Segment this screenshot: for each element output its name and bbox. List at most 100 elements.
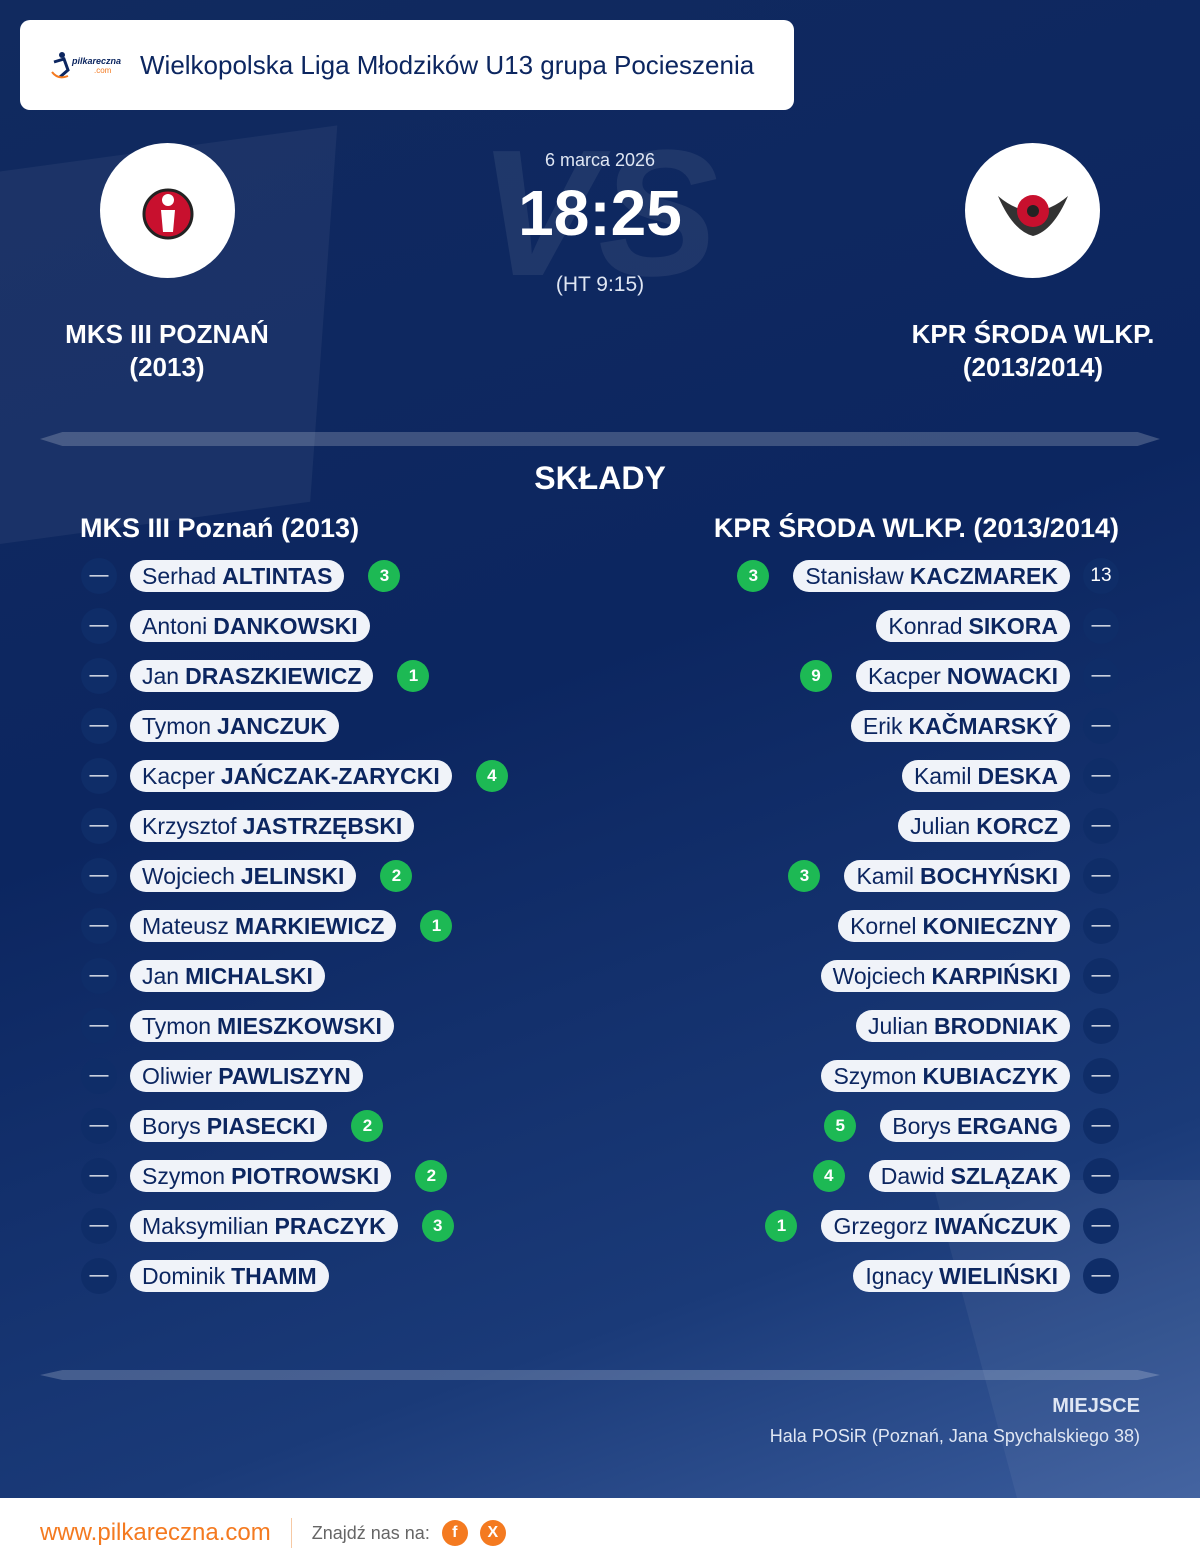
player-name[interactable]: Kamil BOCHYŃSKI — [844, 860, 1070, 892]
venue-value: Hala POSiR (Poznań, Jana Spychalskiego 3… — [769, 1426, 1140, 1446]
x-icon[interactable]: X — [479, 1520, 506, 1546]
goals-badge: 5 — [824, 1110, 857, 1142]
shirt-number: — — [1083, 908, 1119, 944]
player-name[interactable]: Julian KORCZ — [898, 810, 1070, 842]
home-team-name: MKS III POZNAŃ (2013) — [65, 319, 269, 382]
site-link[interactable]: www.pilkareczna.com — [40, 1519, 271, 1546]
match-date: 6 marca 2026 — [544, 150, 656, 170]
vs-watermark: VS — [478, 113, 719, 314]
player-name[interactable]: Stanisław KACZMAREK — [793, 560, 1070, 592]
shirt-number: — — [1083, 958, 1119, 994]
player-name[interactable]: Kamil DESKA — [901, 760, 1070, 792]
goals-badge: 3 — [368, 560, 401, 592]
player-name[interactable]: Tymon JANCZUK — [130, 710, 339, 742]
home-team-crest — [100, 143, 235, 278]
home-lineup-title: MKS III Poznań (2013) — [80, 513, 360, 543]
player-row: — Borys PIASECKI 2 — [81, 1108, 384, 1144]
shirt-number: — — [81, 908, 117, 944]
player-name[interactable]: Ignacy WIELIŃSKI — [853, 1260, 1070, 1292]
player-name[interactable]: Wojciech KARPIŃSKI — [820, 960, 1070, 992]
away-lineup-title: KPR ŚRODA WLKP. (2013/2014) — [713, 513, 1119, 543]
shirt-number: — — [81, 608, 117, 644]
goals-badge: 2 — [415, 1160, 448, 1192]
shirt-number: — — [81, 1258, 117, 1294]
away-team-crest — [965, 143, 1100, 278]
player-row: — Grzegorz IWAŃCZUK 1 — [765, 1208, 1119, 1244]
player-name[interactable]: Szymon PIOTROWSKI — [130, 1160, 392, 1192]
shirt-number: — — [1083, 608, 1119, 644]
player-row: — Wojciech JELINSKI 2 — [81, 858, 413, 894]
player-name[interactable]: Oliwier PAWLISZYN — [130, 1060, 363, 1092]
shirt-number: — — [81, 758, 117, 794]
shirt-number: — — [1083, 708, 1119, 744]
player-name[interactable]: Kacper NOWACKI — [855, 660, 1070, 692]
player-name[interactable]: Konrad SIKORA — [876, 610, 1070, 642]
player-name[interactable]: Mateusz MARKIEWICZ — [130, 910, 397, 942]
player-name[interactable]: Kacper JAŃCZAK-ZARYCKI — [130, 760, 452, 792]
player-row: — Konrad SIKORA — [876, 608, 1119, 644]
player-row: — Jan MICHALSKI — [81, 958, 325, 994]
venue-label: MIEJSCE — [1052, 1395, 1140, 1417]
facebook-icon[interactable]: f — [441, 1520, 468, 1546]
player-name[interactable]: Szymon KUBIACZYK — [821, 1060, 1070, 1092]
player-name[interactable]: Julian BRODNIAK — [855, 1010, 1070, 1042]
player-row: — Oliwier PAWLISZYN — [81, 1058, 363, 1094]
player-row: — Kacper JAŃCZAK-ZARYCKI 4 — [81, 758, 508, 794]
shirt-number: — — [1083, 858, 1119, 894]
divider — [290, 1518, 292, 1548]
shirt-number: — — [81, 1108, 117, 1144]
player-name[interactable]: Erik KAČMARSKÝ — [850, 710, 1070, 742]
final-score: 18:25 — [518, 177, 682, 249]
shirt-number: — — [1083, 758, 1119, 794]
player-row: — Jan DRASZKIEWICZ 1 — [81, 658, 430, 694]
shirt-number: — — [1083, 1008, 1119, 1044]
goals-badge: 1 — [420, 910, 453, 942]
halftime-score: (HT 9:15) — [555, 273, 645, 296]
player-row: — Wojciech KARPIŃSKI — [820, 958, 1119, 994]
player-row: 13 Stanisław KACZMAREK 3 — [737, 558, 1119, 594]
player-name[interactable]: Borys PIASECKI — [130, 1110, 328, 1142]
shirt-number: — — [1083, 808, 1119, 844]
shirt-number: — — [81, 1208, 117, 1244]
player-name[interactable]: Antoni DANKOWSKI — [130, 610, 370, 642]
pilkareczna-logo[interactable]: pilkareczna .com — [50, 50, 122, 80]
player-name[interactable]: Serhad ALTINTAS — [130, 560, 345, 592]
goals-badge: 3 — [737, 560, 770, 592]
goals-badge: 9 — [799, 660, 832, 692]
player-name[interactable]: Maksymilian PRACZYK — [130, 1210, 398, 1242]
player-name[interactable]: Jan DRASZKIEWICZ — [130, 660, 374, 692]
player-row: — Serhad ALTINTAS 3 — [81, 558, 401, 594]
goals-badge: 3 — [788, 860, 821, 892]
shirt-number: — — [81, 1158, 117, 1194]
shirt-number: — — [81, 558, 117, 594]
player-name[interactable]: Jan MICHALSKI — [130, 960, 325, 992]
goals-badge: 2 — [351, 1110, 384, 1142]
shirt-number: — — [81, 1058, 117, 1094]
player-name[interactable]: Dominik THAMM — [130, 1260, 329, 1292]
shirt-number: — — [81, 808, 117, 844]
player-row: — Antoni DANKOWSKI — [81, 608, 370, 644]
shirt-number: — — [1083, 1258, 1119, 1294]
player-name[interactable]: Kornel KONIECZNY — [838, 910, 1070, 942]
player-name[interactable]: Krzysztof JASTRZĘBSKI — [130, 810, 415, 842]
player-row: — Tymon JANCZUK — [81, 708, 339, 744]
match-card: pilkareczna .com Wielkopolska Liga Młodz… — [0, 0, 1200, 1498]
player-name[interactable]: Grzegorz IWAŃCZUK — [821, 1210, 1070, 1242]
shirt-number: — — [1083, 1158, 1119, 1194]
goals-badge: 2 — [380, 860, 413, 892]
player-row: — Kamil DESKA — [901, 758, 1119, 794]
shirt-number: — — [81, 858, 117, 894]
player-name[interactable]: Dawid SZLĄZAK — [868, 1160, 1070, 1192]
player-row: — Tymon MIESZKOWSKI — [81, 1008, 394, 1044]
player-row: — Szymon KUBIACZYK — [821, 1058, 1119, 1094]
divider — [40, 1370, 1160, 1380]
goals-badge: 4 — [475, 760, 508, 792]
player-row: — Borys ERGANG 5 — [824, 1108, 1119, 1144]
player-row: — Kacper NOWACKI 9 — [799, 658, 1119, 694]
player-name[interactable]: Borys ERGANG — [880, 1110, 1070, 1142]
player-row: — Krzysztof JASTRZĘBSKI — [81, 808, 415, 844]
section-title: SKŁADY — [534, 460, 666, 496]
player-name[interactable]: Wojciech JELINSKI — [130, 860, 357, 892]
player-row: — Dawid SZLĄZAK 4 — [812, 1158, 1119, 1194]
player-name[interactable]: Tymon MIESZKOWSKI — [130, 1010, 394, 1042]
